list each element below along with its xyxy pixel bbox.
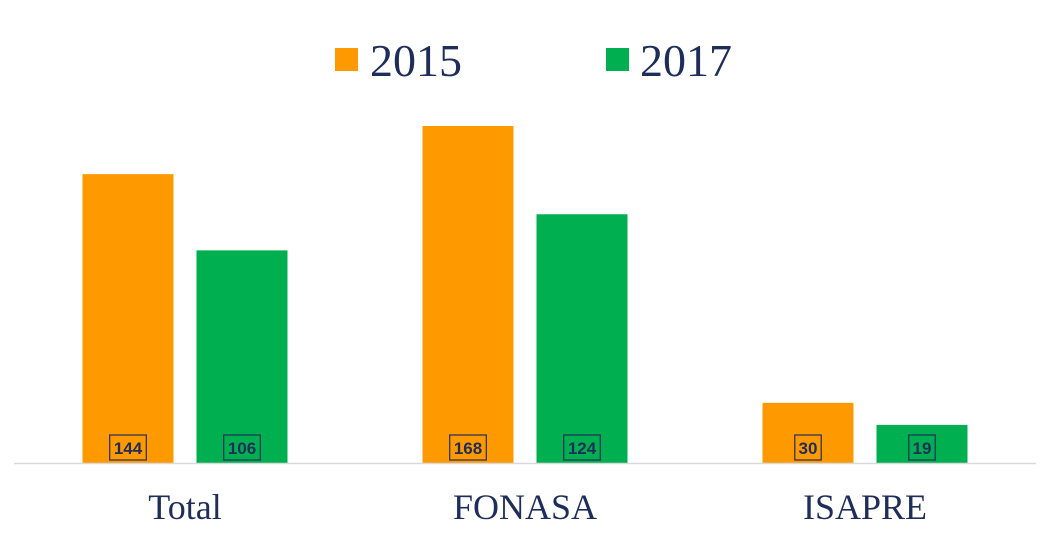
bar-2015-isapre (762, 402, 854, 463)
legend-label-2015: 2015 (370, 35, 462, 86)
data-label-2017-total: 106 (228, 439, 256, 458)
data-label-box-2017-fonasa (563, 434, 601, 461)
data-label-box-2015-fonasa (449, 434, 487, 461)
bar-2017-total (196, 250, 288, 463)
category-label-isapre: ISAPRE (803, 487, 927, 527)
data-label-2015-total: 144 (114, 439, 143, 458)
bar-2017-fonasa (536, 214, 628, 463)
bar-2015-fonasa (422, 126, 514, 463)
category-labels-layer: Total FONASA ISAPRE (148, 487, 927, 527)
bar-2015-total (82, 174, 174, 463)
legend-label-2017: 2017 (640, 35, 732, 86)
legend-swatch-2017 (606, 48, 629, 71)
category-label-fonasa: FONASA (453, 487, 597, 527)
data-label-box-2015-total (109, 434, 147, 461)
data-label-box-2017-isapre (908, 434, 936, 461)
bars-layer (82, 126, 968, 463)
data-labels-layer: 144 106 168 124 30 19 (109, 434, 936, 461)
data-label-2015-fonasa: 168 (454, 439, 482, 458)
data-label-2017-isapre: 19 (913, 439, 932, 458)
legend: 2015 2017 (335, 35, 732, 86)
data-label-box-2017-total (223, 434, 261, 461)
category-label-total: Total (148, 487, 221, 527)
legend-swatch-2015 (335, 48, 358, 71)
data-label-2017-fonasa: 124 (568, 439, 597, 458)
bar-2017-isapre (876, 424, 968, 463)
data-label-2015-isapre: 30 (799, 439, 818, 458)
data-label-box-2015-isapre (794, 434, 822, 461)
